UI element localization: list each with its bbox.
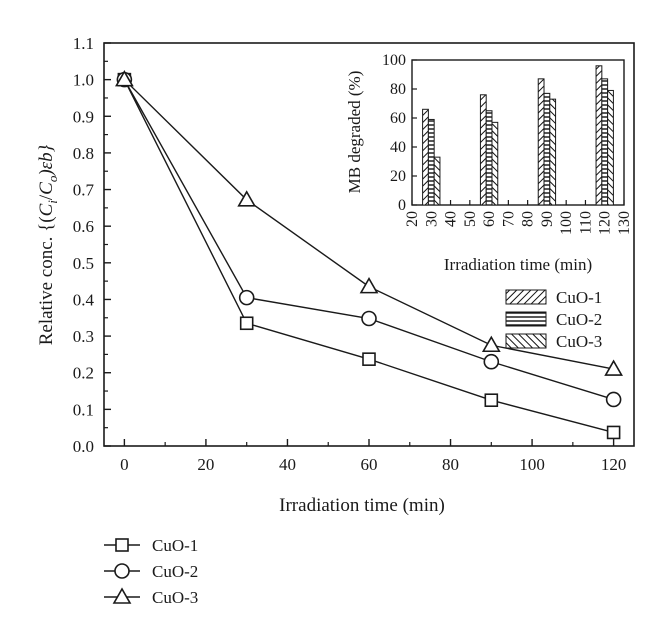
inset-plot-frame	[411, 59, 625, 206]
main-y-tick-label: 0.6	[73, 217, 94, 236]
main-y-tick-label: 1.1	[73, 34, 94, 53]
main-x-tick-label: 60	[361, 455, 378, 474]
main-y-tick-label: 0.7	[73, 181, 95, 200]
inset-bar-cuo-2	[543, 92, 551, 206]
inset-x-tick-label: 60	[481, 211, 498, 227]
main-y-tick-label: 1.0	[73, 71, 94, 90]
main-y-tick-label: 0.3	[73, 327, 94, 346]
main-y-tick-label: 0.1	[73, 400, 94, 419]
legend-marker-cuo-2	[114, 563, 130, 579]
data-point-cuo-3	[481, 335, 501, 353]
inset-x-tick-label: 40	[443, 211, 460, 227]
inset-y-tick-label: 80	[390, 81, 406, 98]
legend-label-cuo-1: CuO-1	[152, 536, 198, 555]
main-plot: 0 20 40 60 80 100 120 0.00.10.20.30.40.50.60.7…	[36, 34, 635, 516]
inset-x-tick-label: 70	[500, 211, 517, 227]
inset-legend-label-cuo-2: CuO-2	[556, 310, 602, 329]
inset-bars-group	[422, 65, 614, 206]
data-point-cuo-2	[605, 391, 622, 408]
data-point-cuo-2	[483, 353, 500, 370]
data-point-cuo-2	[238, 289, 255, 306]
inset-y-tick-label: 20	[390, 168, 406, 185]
inset-bar-cuo-2	[427, 118, 435, 206]
inset-x-tick-label: 80	[520, 211, 537, 227]
main-x-tick-label: 80	[442, 455, 459, 474]
data-point-cuo-3	[115, 70, 134, 87]
main-y-axis-title: Relative conc. {(Ci/Co)εb}	[36, 144, 60, 345]
legend-marker-cuo-1	[115, 538, 129, 552]
inset-y-axis: 0 20 40 60 80 100	[382, 52, 417, 214]
legend-label-cuo-3: CuO-3	[152, 588, 198, 607]
main-y-tick-label: 0.0	[73, 437, 94, 456]
main-y-tick-label: 0.9	[73, 107, 94, 126]
main-x-axis: 0 20 40 60 80 100 120	[120, 439, 626, 474]
main-y-tick-label: 0.4	[73, 290, 95, 309]
inset-bar-cuo-3	[491, 121, 499, 206]
main-x-tick-label: 20	[197, 455, 214, 474]
inset-bar-cuo-3	[607, 89, 614, 206]
inset-x-axis-title: Irradiation time (min)	[444, 255, 592, 274]
main-x-tick-label: 40	[279, 455, 296, 474]
inset-x-tick-label: 20	[404, 211, 421, 227]
inset-y-tick-label: 0	[398, 197, 406, 214]
inset-x-tick-label: 50	[462, 211, 479, 227]
inset-bar-cuo-3	[549, 98, 557, 206]
inset-x-tick-label: 130	[616, 211, 633, 235]
main-legend: CuO-1 CuO-2 CuO-3	[104, 536, 198, 607]
main-x-axis-title: Irradiation time (min)	[279, 495, 445, 516]
inset-x-tick-label: 110	[577, 211, 594, 234]
main-x-tick-label: 100	[519, 455, 545, 474]
legend-marker-cuo-3	[112, 587, 132, 604]
inset-bar-cuo-3	[433, 156, 441, 206]
inset-legend-label-cuo-3: CuO-3	[556, 332, 602, 351]
main-y-axis: 0.0 0.1 0.2 0.3 0.4 0.5 0.6 0.7 0.8 0.9 1.0 1.1	[73, 34, 111, 456]
inset-bar-cuo-1	[479, 94, 487, 206]
inset-x-tick-label: 90	[539, 211, 556, 227]
data-point-cuo-3	[604, 359, 623, 376]
inset-x-tick-label: 30	[423, 211, 440, 227]
data-point-cuo-3	[237, 190, 257, 207]
inset-y-tick-label: 60	[390, 110, 406, 127]
inset-bar-cuo-2	[485, 110, 493, 206]
data-point-cuo-1	[362, 352, 376, 366]
data-point-cuo-2	[361, 310, 377, 327]
main-x-tick-label: 0	[120, 455, 129, 474]
main-x-tick-label: 120	[601, 455, 627, 474]
data-point-cuo-1	[606, 425, 621, 440]
inset-x-tick-label: 120	[597, 211, 614, 235]
inset-legend-label-cuo-1: CuO-1	[556, 288, 602, 307]
data-point-cuo-1	[239, 316, 254, 331]
main-y-tick-label: 0.2	[73, 364, 94, 383]
main-y-tick-label: 0.5	[73, 254, 94, 273]
inset-y-tick-label: 100	[382, 52, 406, 69]
inset-bar-cuo-1	[595, 65, 603, 206]
data-point-cuo-1	[484, 393, 499, 408]
data-point-cuo-3	[359, 277, 379, 294]
inset-bar-chart: 20 30 40 50 60 70 80 90 100 110 120 130 02040608010…	[345, 52, 633, 274]
main-y-tick-label: 0.8	[73, 144, 94, 163]
inset-bar-cuo-1	[537, 78, 545, 206]
inset-legend: CuO-1 CuO-2 CuO-3	[505, 288, 602, 351]
inset-y-axis-title: MB degraded (%)	[345, 71, 364, 194]
inset-y-tick-label: 40	[390, 139, 406, 156]
inset-legend-swatch-cuo-2	[505, 311, 547, 327]
legend-label-cuo-2: CuO-2	[152, 562, 198, 581]
inset-x-tick-label: 100	[558, 211, 575, 235]
main-series-group	[115, 70, 623, 440]
inset-legend-swatch-cuo-1	[505, 289, 547, 305]
inset-bar-cuo-2	[601, 78, 609, 206]
inset-bar-cuo-1	[422, 108, 429, 206]
inset-legend-swatch-cuo-3	[505, 333, 547, 349]
